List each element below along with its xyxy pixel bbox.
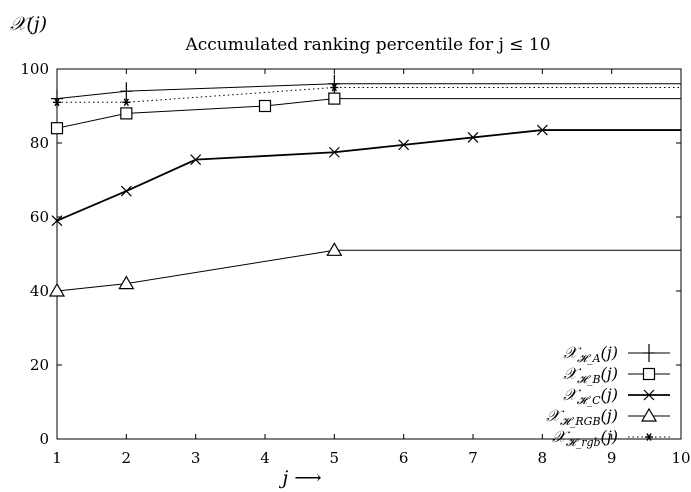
chart-title: Accumulated ranking percentile for j ≤ 1… (184, 35, 550, 55)
data-point (326, 242, 343, 256)
data-point (51, 215, 63, 227)
x-tick-label: 8 (538, 449, 548, 467)
legend-entry: 𝒳𝓗_B(j) (563, 364, 670, 386)
legend-label: 𝒳𝓗_B(j) (563, 364, 618, 386)
series-line (56, 249, 681, 292)
legend-entry: 𝒳𝓗_C(j) (563, 385, 670, 407)
y-tick-label: 20 (30, 356, 49, 374)
x-tick-label: 9 (607, 449, 617, 467)
legend-entry: 𝒳𝓗_A(j) (563, 343, 670, 365)
data-point (398, 139, 410, 151)
data-point (122, 98, 131, 107)
y-axis-label: 𝒳(j) (10, 13, 47, 35)
series-2 (51, 124, 681, 227)
series-line (56, 129, 681, 222)
x-tick-label: 5 (330, 449, 340, 467)
data-point (328, 74, 341, 93)
y-tick-label: 60 (30, 208, 49, 226)
legend-entry: 𝒳𝓗_RGB(j) (546, 406, 670, 428)
x-tick-label: 4 (260, 449, 270, 467)
series-line (57, 87, 681, 103)
x-axis-label: j ⟶ (278, 467, 321, 489)
legend-marker (643, 389, 655, 401)
data-point (328, 92, 341, 105)
series-layer (48, 74, 681, 297)
data-point (258, 99, 272, 113)
x-tick-label: 1 (52, 449, 62, 467)
data-point (118, 275, 135, 290)
legend-marker (642, 367, 656, 381)
legend-marker (645, 433, 653, 441)
y-tick-label: 40 (30, 282, 49, 300)
legend-marker (640, 407, 658, 422)
series-0 (51, 74, 681, 108)
legend-label: 𝒳𝓗_RGB(j) (546, 406, 618, 428)
data-point (53, 98, 61, 107)
series-1 (50, 92, 681, 135)
legend: 𝒳𝓗_A(j)𝒳𝓗_B(j)𝒳𝓗_C(j)𝒳𝓗_RGB(j)𝒳𝓗_rgb(j) (546, 343, 670, 449)
x-tick-label: 7 (468, 449, 478, 467)
series-line (56, 83, 681, 100)
data-point (120, 82, 133, 101)
legend-marker (643, 344, 655, 362)
x-tick-label: 6 (399, 449, 409, 467)
data-point (51, 89, 63, 108)
plot-frame (56, 68, 682, 440)
series-4 (53, 83, 681, 107)
x-tick-label: 2 (122, 449, 132, 467)
data-point (467, 132, 479, 143)
legend-label: 𝒳𝓗_C(j) (563, 385, 618, 407)
x-tick-label: 3 (191, 449, 201, 467)
data-point (330, 83, 339, 92)
data-point (50, 122, 64, 135)
y-tick-label: 80 (30, 134, 49, 152)
legend-label: 𝒳𝓗_rgb(j) (552, 427, 618, 449)
plot-axes: 𝒳(j) Accumulated ranking percentile for j… (10, 13, 691, 489)
data-point (190, 154, 202, 166)
legend-entry: 𝒳𝓗_rgb(j) (552, 427, 670, 449)
data-point (536, 124, 548, 136)
y-tick-label: 0 (39, 430, 49, 448)
y-tick-label: 100 (20, 60, 49, 78)
data-point (120, 185, 132, 197)
x-tick-label: 10 (671, 449, 690, 467)
legend-label: 𝒳𝓗_A(j) (563, 343, 618, 365)
series-3 (48, 242, 681, 297)
series-line (56, 98, 681, 129)
data-point (48, 282, 66, 297)
data-point (120, 107, 133, 120)
data-point (328, 146, 340, 158)
